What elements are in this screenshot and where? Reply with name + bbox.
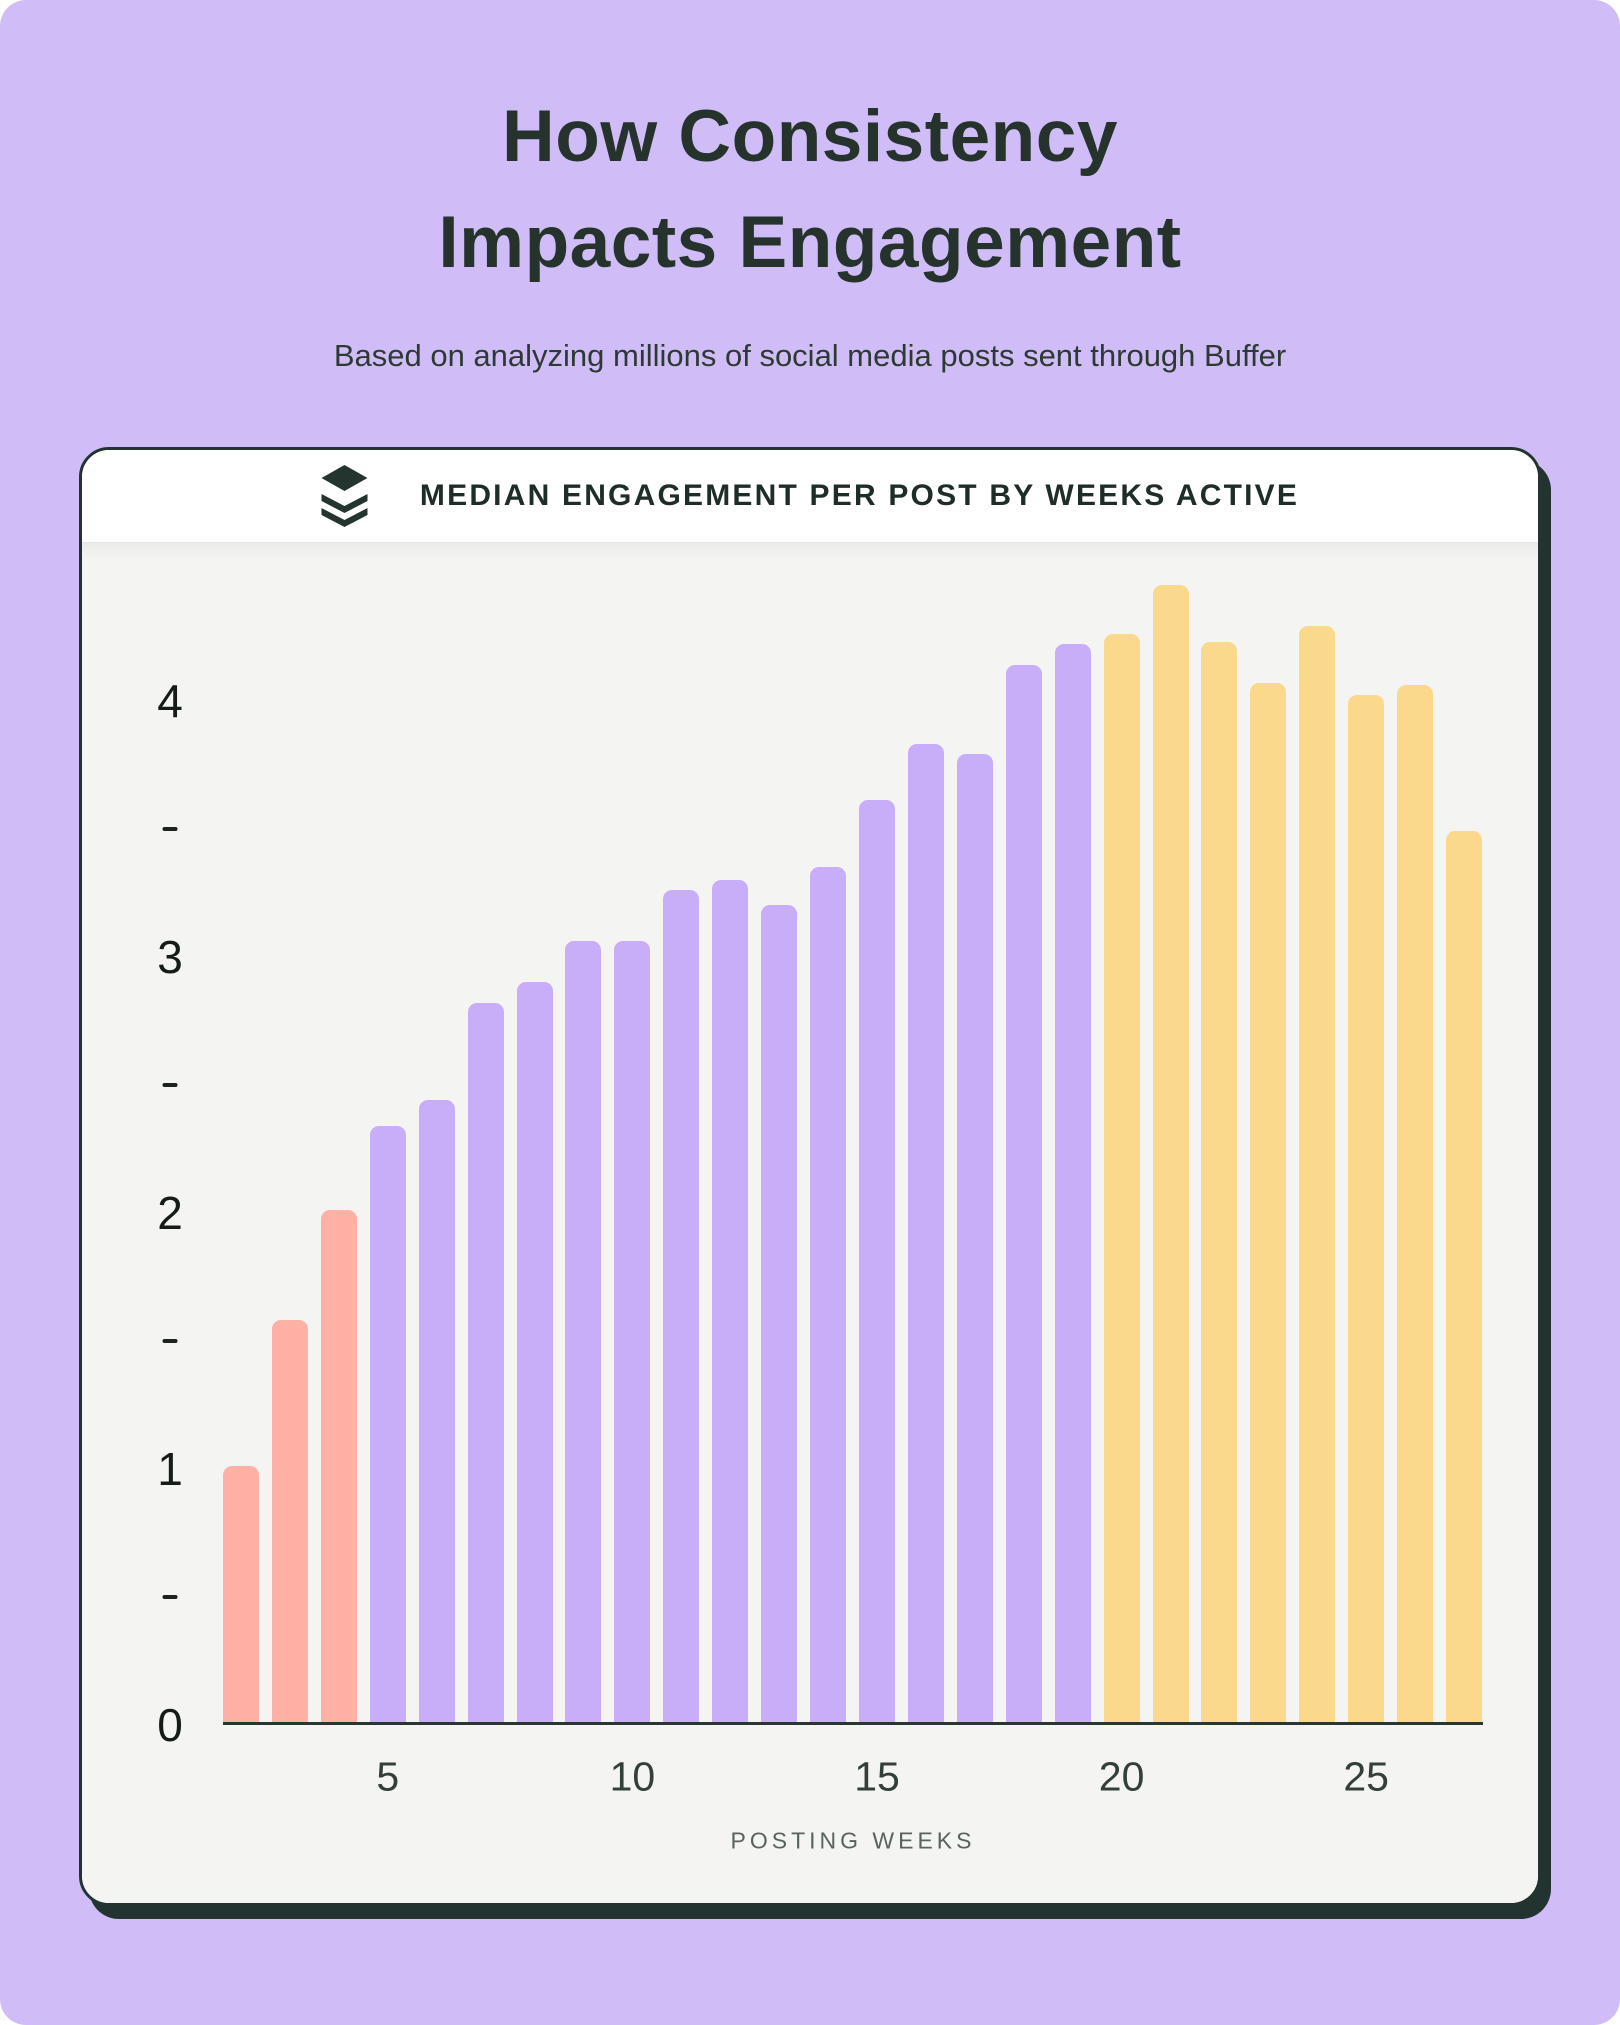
bar-week-6 [418,1100,455,1722]
plot-area: POSTING WEEKS 0 1 2 3 4 5 10 15 20 25 [157,543,1483,1854]
bar-week-11 [663,890,700,1722]
y-tick-label-1: 1 [157,1443,183,1495]
bar-week-16 [907,744,944,1722]
bar-week-24 [1299,626,1336,1722]
y-minor-tick-2.5 [162,1083,178,1087]
chart-card: MEDIAN ENGAGEMENT PER POST BY WEEKS ACTI… [79,447,1541,1906]
x-tick-label-5: 5 [376,1753,400,1800]
bar-week-9 [565,941,602,1722]
bar-week-21 [1152,585,1189,1722]
x-tick-label-25: 25 [1343,1753,1389,1800]
chart-title: MEDIAN ENGAGEMENT PER POST BY WEEKS ACTI… [419,479,1300,512]
x-tick-label-15: 15 [854,1753,900,1800]
bar-week-23 [1250,683,1287,1722]
bar-week-26 [1397,685,1434,1722]
y-tick-label-0: 0 [157,1699,183,1751]
bar-week-15 [859,800,895,1722]
chart-area: POSTING WEEKS 0 1 2 3 4 5 10 15 20 25 [82,543,1538,1903]
bar-week-12 [712,880,749,1722]
bar-week-22 [1201,642,1238,1722]
bar-week-10 [614,941,651,1722]
y-minor-tick-0.5 [162,1595,178,1599]
page-subtitle: Based on analyzing millions of social me… [333,338,1287,373]
bar-week-17 [956,754,993,1722]
bar-week-20 [1103,634,1140,1722]
bar-week-25 [1348,695,1385,1722]
bar-week-18 [1005,665,1042,1722]
page-title-line2: Impacts Engagement [438,202,1182,283]
bar-week-3 [271,1320,308,1722]
y-tick-label-3: 3 [157,931,183,983]
bar-week-8 [516,982,553,1722]
bar-week-19 [1054,644,1091,1722]
bar-week-4 [320,1210,357,1722]
bar-week-7 [467,1003,504,1722]
bar-week-14 [810,867,846,1722]
x-tick-label-10: 10 [609,1753,656,1800]
x-axis-title: POSTING WEEKS [730,1827,976,1854]
page-title-line1: How Consistency [502,96,1118,177]
y-tick-label-2: 2 [157,1187,183,1239]
page-title: How Consistency Impacts Engagement [0,84,1620,296]
bar-week-5 [369,1126,406,1722]
y-minor-tick-1.5 [162,1339,178,1343]
bar-week-13 [761,905,798,1722]
bar-week-2 [223,1466,259,1722]
x-tick-label-20: 20 [1098,1753,1145,1800]
chart-card-header: MEDIAN ENGAGEMENT PER POST BY WEEKS ACTI… [82,450,1538,543]
y-minor-tick-3.5 [162,827,178,831]
bar-week-27 [1446,831,1482,1722]
y-tick-label-4: 4 [157,675,183,727]
buffer-logo-icon [321,465,368,527]
